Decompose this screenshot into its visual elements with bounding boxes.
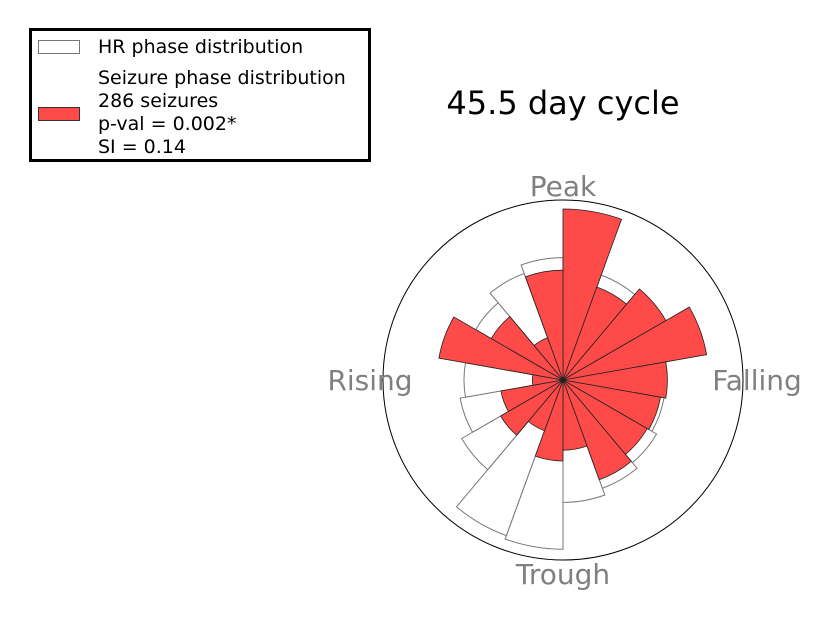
seizure-bar-7 [562,379,632,481]
seizure-bar-9 [534,379,564,462]
legend-label-hr: HR phase distribution [98,36,304,58]
seizure-bar-5 [562,379,661,431]
phase-label-falling: Falling [712,364,802,397]
legend: HR phase distribution Seizure phase dist… [29,28,371,162]
seizure-bar-14 [438,316,564,381]
legend-si: SI = 0.14 [98,136,186,158]
seizure-bar-4 [562,361,668,399]
seizure-bar-17 [524,269,564,381]
phase-label-trough: Trough [515,558,610,591]
seizure-bar-11 [500,379,564,436]
legend-pval: p-val = 0.002* [98,113,237,135]
legend-seizure-count: 286 seizures [98,90,219,112]
seizure-bar-15 [490,316,564,381]
seizure-bars [438,208,708,481]
seizure-bar-12 [500,379,564,413]
seizure-bar-0 [562,208,623,381]
phase-label-rising: Rising [327,364,412,397]
chart-title: 45.5 day cycle [446,84,680,122]
phase-label-peak: Peak [530,170,597,203]
legend-swatch-seizure [38,107,80,121]
seizure-bar-3 [562,306,708,381]
legend-swatch-hr [38,40,80,54]
outer-ring [382,199,744,561]
legend-label-seizure: Seizure phase distribution [98,67,346,89]
